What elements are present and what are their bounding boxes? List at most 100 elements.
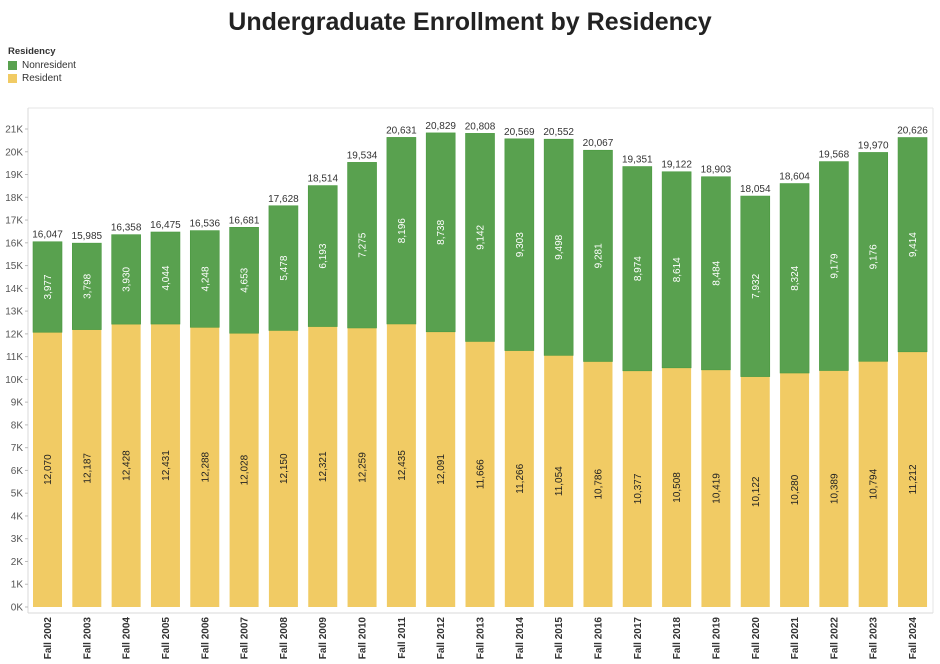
data-label-nonresident: 5,478 xyxy=(279,255,290,280)
x-tick-label: Fall 2020 xyxy=(751,617,762,660)
x-tick-label: Fall 2012 xyxy=(436,617,447,660)
y-tick-label: 18K xyxy=(5,193,23,204)
bar-nonresident xyxy=(622,166,653,372)
y-tick-label: 20K xyxy=(5,147,23,158)
x-tick-label: Fall 2002 xyxy=(43,617,54,660)
x-tick-label: Fall 2010 xyxy=(358,617,369,660)
data-label-nonresident: 8,738 xyxy=(436,219,447,244)
bar-nonresident xyxy=(779,183,810,374)
data-label-resident: 11,266 xyxy=(515,463,526,493)
x-tick-label: Fall 2018 xyxy=(672,617,683,660)
y-tick-label: 11K xyxy=(6,352,23,363)
legend-item-resident[interactable]: Resident xyxy=(8,72,76,85)
bar-nonresident xyxy=(504,138,535,351)
bar-nonresident xyxy=(32,241,63,333)
y-tick-label: 15K xyxy=(5,261,23,272)
y-tick-label: 21K xyxy=(5,125,23,136)
bar-resident xyxy=(504,350,534,607)
bar-resident xyxy=(426,331,456,607)
data-label-resident: 10,389 xyxy=(829,473,840,504)
bar-resident xyxy=(386,323,416,607)
data-label-nonresident: 3,798 xyxy=(82,273,93,298)
bar-nonresident xyxy=(819,161,849,371)
data-label-total: 20,829 xyxy=(425,121,456,132)
bar-resident xyxy=(898,351,928,607)
bar-nonresident xyxy=(858,152,889,362)
data-label-resident: 10,786 xyxy=(593,469,604,500)
y-tick-label: 0K xyxy=(11,603,24,614)
data-label-total: 16,681 xyxy=(229,215,260,226)
data-label-total: 19,568 xyxy=(819,150,850,161)
data-label-resident: 12,321 xyxy=(318,451,329,482)
legend-title: Residency xyxy=(8,46,56,57)
data-label-total: 20,552 xyxy=(543,127,574,138)
y-tick-label: 16K xyxy=(5,238,23,249)
data-label-total: 18,604 xyxy=(779,172,810,183)
data-label-nonresident: 9,281 xyxy=(593,243,604,268)
y-tick-label: 12K xyxy=(5,329,23,340)
data-label-nonresident: 8,614 xyxy=(672,257,683,282)
y-tick-label: 17K xyxy=(5,216,23,227)
bar-resident xyxy=(858,361,888,607)
bar-nonresident xyxy=(425,132,456,333)
legend-label: Nonresident xyxy=(22,60,76,71)
x-tick-label: Fall 2024 xyxy=(908,617,919,660)
data-label-total: 18,903 xyxy=(701,165,732,176)
data-label-nonresident: 9,498 xyxy=(554,234,565,259)
y-tick-label: 6K xyxy=(11,466,24,477)
data-label-total: 16,358 xyxy=(111,223,142,234)
y-tick-label: 19K xyxy=(5,170,23,181)
data-label-resident: 12,288 xyxy=(200,451,211,482)
data-label-nonresident: 4,044 xyxy=(161,265,172,290)
y-tick-label: 13K xyxy=(5,307,23,318)
bar-nonresident xyxy=(661,171,692,369)
bar-resident xyxy=(583,361,613,607)
y-tick-label: 2K xyxy=(11,557,24,568)
data-label-resident: 10,280 xyxy=(790,474,801,505)
data-label-total: 19,970 xyxy=(858,140,889,151)
bar-nonresident xyxy=(229,227,259,334)
x-tick-label: Fall 2016 xyxy=(593,617,604,660)
bar-nonresident xyxy=(897,137,928,353)
bar-nonresident xyxy=(386,137,417,325)
y-tick-label: 3K xyxy=(11,534,24,545)
bar-resident xyxy=(662,367,692,607)
bar-resident xyxy=(819,370,849,607)
x-tick-label: Fall 2017 xyxy=(633,617,644,660)
data-label-nonresident: 9,176 xyxy=(869,244,880,269)
data-label-nonresident: 9,303 xyxy=(515,232,526,257)
data-label-total: 20,626 xyxy=(897,126,928,137)
bar-nonresident xyxy=(72,242,102,330)
bar-resident xyxy=(780,373,810,607)
data-label-nonresident: 7,275 xyxy=(358,232,369,257)
bar-resident xyxy=(740,376,770,607)
x-tick-label: Fall 2019 xyxy=(711,617,722,660)
y-tick-label: 5K xyxy=(11,489,24,500)
data-label-resident: 11,054 xyxy=(554,466,565,496)
bar-resident xyxy=(72,329,102,607)
x-tick-label: Fall 2015 xyxy=(554,617,565,660)
bar-resident xyxy=(701,369,731,607)
bar-resident xyxy=(347,327,377,607)
x-tick-label: Fall 2014 xyxy=(515,617,526,660)
bar-nonresident xyxy=(150,231,181,325)
legend: Residency Nonresident Resident xyxy=(8,46,76,85)
data-label-nonresident: 9,414 xyxy=(908,232,919,257)
data-label-resident: 12,435 xyxy=(397,450,408,481)
bar-resident xyxy=(308,326,338,607)
data-label-total: 19,351 xyxy=(622,155,653,166)
data-label-total: 20,067 xyxy=(583,138,614,149)
data-label-nonresident: 8,196 xyxy=(397,218,408,243)
bar-resident xyxy=(465,341,495,607)
x-tick-label: Fall 2003 xyxy=(82,617,93,660)
bar-resident xyxy=(622,370,652,607)
chart-title: Undergraduate Enrollment by Residency xyxy=(228,8,712,36)
data-label-total: 19,534 xyxy=(347,150,378,161)
data-label-nonresident: 4,248 xyxy=(200,266,211,291)
data-label-nonresident: 9,142 xyxy=(476,224,487,249)
bar-resident xyxy=(268,330,298,607)
data-label-resident: 11,666 xyxy=(476,459,487,489)
legend-item-nonresident[interactable]: Nonresident xyxy=(8,59,76,72)
legend-label: Resident xyxy=(22,73,62,84)
